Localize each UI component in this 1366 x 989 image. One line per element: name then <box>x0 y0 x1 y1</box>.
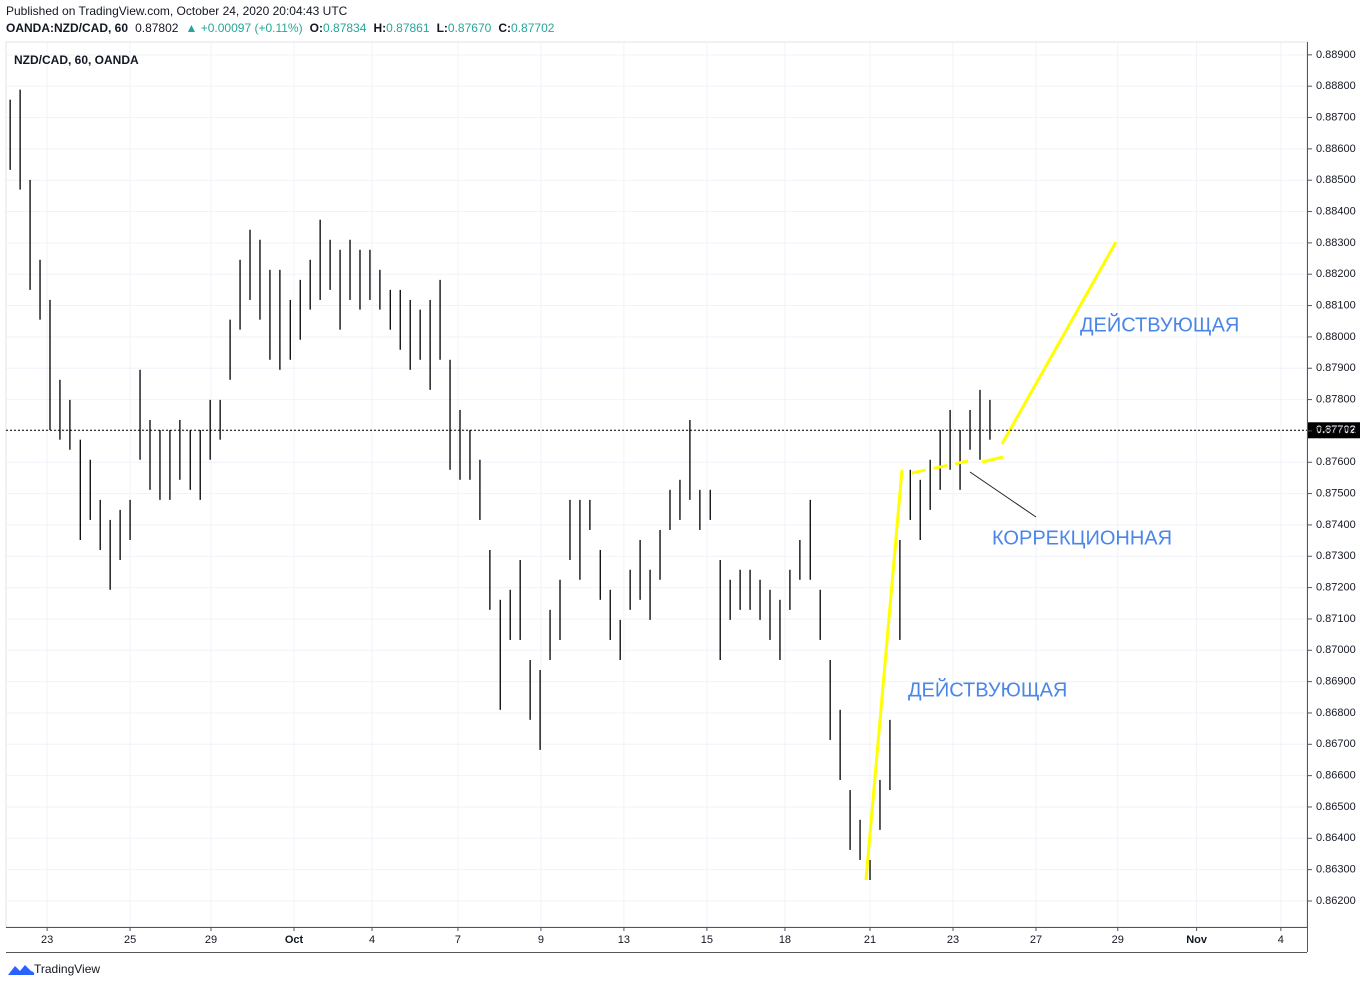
x-tick-label: Oct <box>285 934 304 946</box>
drawings: ДЕЙСТВУЮЩАЯ КОРРЕКЦИОННАЯ ДЕЙСТВУЮЩАЯ <box>864 241 1239 881</box>
x-tick-label: 21 <box>864 934 876 946</box>
y-tick-label: 0.87900 <box>1316 362 1356 374</box>
price: 0.87802 <box>135 21 179 35</box>
pane-title: NZD/CAD, 60, OANDA <box>14 53 139 67</box>
x-tick-label: 29 <box>205 934 217 946</box>
last-price-label: 0.87702 <box>1316 424 1356 436</box>
trend-line <box>911 459 969 475</box>
published: Published on TradingView.com, October 24… <box>6 4 348 18</box>
x-tick-label: Nov <box>1186 934 1208 946</box>
high-value: 0.87861 <box>386 21 430 35</box>
x-tick-label: 7 <box>455 934 461 946</box>
logo <box>8 965 35 975</box>
y-tick-label: 0.87400 <box>1316 519 1356 531</box>
y-tick-label: 0.86600 <box>1316 770 1356 782</box>
y-tick-label: 0.86900 <box>1316 676 1356 688</box>
close-label: C: <box>498 21 511 35</box>
annotation: ДЕЙСТВУЮЩАЯ <box>908 677 1067 701</box>
last-price: 0.87702 <box>6 422 1360 439</box>
high-label: H: <box>373 21 386 35</box>
trend-line <box>1000 241 1118 445</box>
low-label: L: <box>437 21 448 35</box>
y-tick-label: 0.88900 <box>1316 49 1356 61</box>
x-tick-label: 23 <box>41 934 53 946</box>
y-tick-label: 0.87500 <box>1316 487 1356 499</box>
time-axis-bottom <box>6 952 1307 953</box>
low-value: 0.87670 <box>448 21 492 35</box>
y-tick-label: 0.86800 <box>1316 707 1356 719</box>
bars <box>9 89 991 880</box>
annotation: ДЕЙСТВУЮЩАЯ <box>1080 312 1239 336</box>
y-tick-label: 0.88800 <box>1316 80 1356 92</box>
annotation: КОРРЕКЦИОННАЯ <box>992 527 1172 549</box>
y-tick-label: 0.86200 <box>1316 895 1356 907</box>
y-tick-label: 0.88100 <box>1316 299 1356 311</box>
open: 0.87834 <box>323 21 367 35</box>
change: ▲ +0.00097 (+0.11%) <box>186 21 303 35</box>
y-tick-label: 0.86400 <box>1316 832 1356 844</box>
trend-line <box>864 469 904 881</box>
y-tick-label: 0.88700 <box>1316 111 1356 123</box>
y-tick-label: 0.87000 <box>1316 644 1356 656</box>
x-tick-label: 25 <box>124 934 136 946</box>
x-tick-label: 4 <box>1278 934 1284 946</box>
grid <box>6 42 1307 927</box>
x-tick-label: 4 <box>369 934 375 946</box>
y-tick-label: 0.88600 <box>1316 143 1356 155</box>
y-tick-label: 0.88500 <box>1316 174 1356 186</box>
y-tick-label: 0.86500 <box>1316 801 1356 813</box>
y-tick-label: 0.86700 <box>1316 738 1356 750</box>
pointer-line <box>969 471 1037 518</box>
footer: TradingView <box>34 962 100 976</box>
symbol: OANDA:NZD/CAD, 60 <box>6 21 128 35</box>
y-tick-label: 0.87800 <box>1316 393 1356 405</box>
x-tick-label: 29 <box>1112 934 1124 946</box>
y-tick-label: 0.87600 <box>1316 456 1356 468</box>
y-tick-label: 0.88300 <box>1316 237 1356 249</box>
header: OANDA:NZD/CAD, 60 0.87802 ▲ +0.00097 (+0… <box>6 21 555 35</box>
x-tick-label: 9 <box>538 934 544 946</box>
y-tick-label: 0.87200 <box>1316 582 1356 594</box>
y-tick-label: 0.88400 <box>1316 205 1356 217</box>
x-tick-label: 23 <box>947 934 959 946</box>
y-tick-label: 0.87100 <box>1316 613 1356 625</box>
y-tick-label: 0.87700 <box>1316 425 1356 437</box>
x-tick-label: 13 <box>618 934 630 946</box>
x-tick-label: 18 <box>779 934 791 946</box>
y-tick-label: 0.86300 <box>1316 864 1356 876</box>
plot-frame <box>5 41 1308 928</box>
y-tick-label: 0.88200 <box>1316 268 1356 280</box>
x-tick-label: 15 <box>701 934 713 946</box>
y-tick-label: 0.88000 <box>1316 331 1356 343</box>
last-price-box <box>1308 422 1360 439</box>
close: 0.87702 <box>511 21 555 35</box>
y-tick-label: 0.87300 <box>1316 550 1356 562</box>
x-tick-label: 27 <box>1030 934 1042 946</box>
open-label: O: <box>310 21 323 35</box>
trend-line <box>981 455 1004 464</box>
